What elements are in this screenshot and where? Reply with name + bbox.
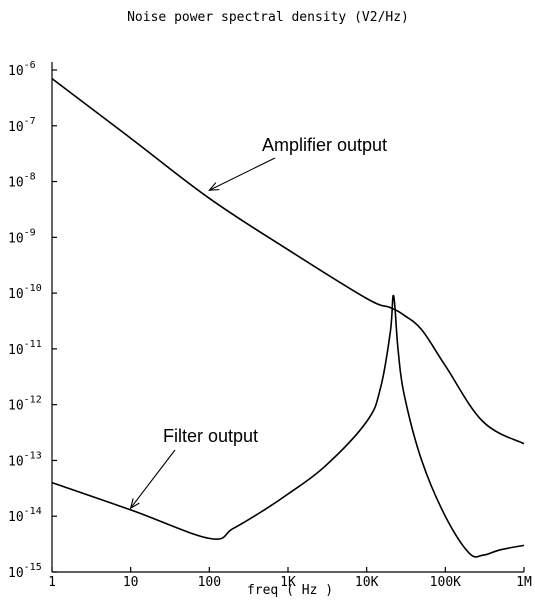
x-tick-label: 1 (48, 575, 56, 590)
plot-annotations: Amplifier output Filter output (129, 135, 387, 510)
chart-title: Noise power spectral density (V2/Hz) (127, 10, 409, 25)
y-tick-label: 10-9 (8, 227, 36, 246)
x-tick-label: 10K (355, 575, 379, 590)
y-tick-label: 10-6 (8, 60, 36, 79)
filter-output-annotation-arrowhead (129, 498, 140, 510)
plot-curves (51, 77, 525, 558)
filter-output-annotation-label: Filter output (163, 426, 258, 446)
x-tick-label: 100 (198, 575, 221, 590)
y-tick-label: 10-7 (8, 116, 36, 135)
x-tick-label: 100K (430, 575, 461, 590)
amplifier-output-annotation-label: Amplifier output (262, 135, 387, 155)
filter-output-curve (51, 294, 525, 558)
filter-output-annotation-arrow (130, 449, 176, 509)
x-axis-ticks: 1 10 100 1K 10K 100K 1M (48, 567, 532, 590)
y-tick-label: 10-14 (8, 506, 42, 525)
amplifier-output-annotation-arrowhead (208, 182, 220, 191)
y-axis-ticks: 10-6 10-7 10-8 10-9 10-10 10-11 10-12 10-13 10-1… (8, 60, 57, 581)
amplifier-output-annotation-arrow (209, 157, 276, 191)
x-axis-label: freq ( Hz ) (247, 583, 333, 598)
y-tick-label: 10-12 (8, 395, 42, 414)
y-tick-label: 10-15 (8, 562, 42, 581)
y-tick-label: 10-8 (8, 172, 36, 191)
x-tick-label: 10 (123, 575, 139, 590)
x-tick-label: 1M (516, 575, 532, 590)
y-tick-label: 10-13 (8, 450, 42, 469)
amplifier-output-curve (51, 77, 525, 445)
x-tick-label: 1K (280, 575, 296, 590)
y-tick-label: 10-10 (8, 283, 42, 302)
y-tick-label: 10-11 (8, 339, 42, 358)
